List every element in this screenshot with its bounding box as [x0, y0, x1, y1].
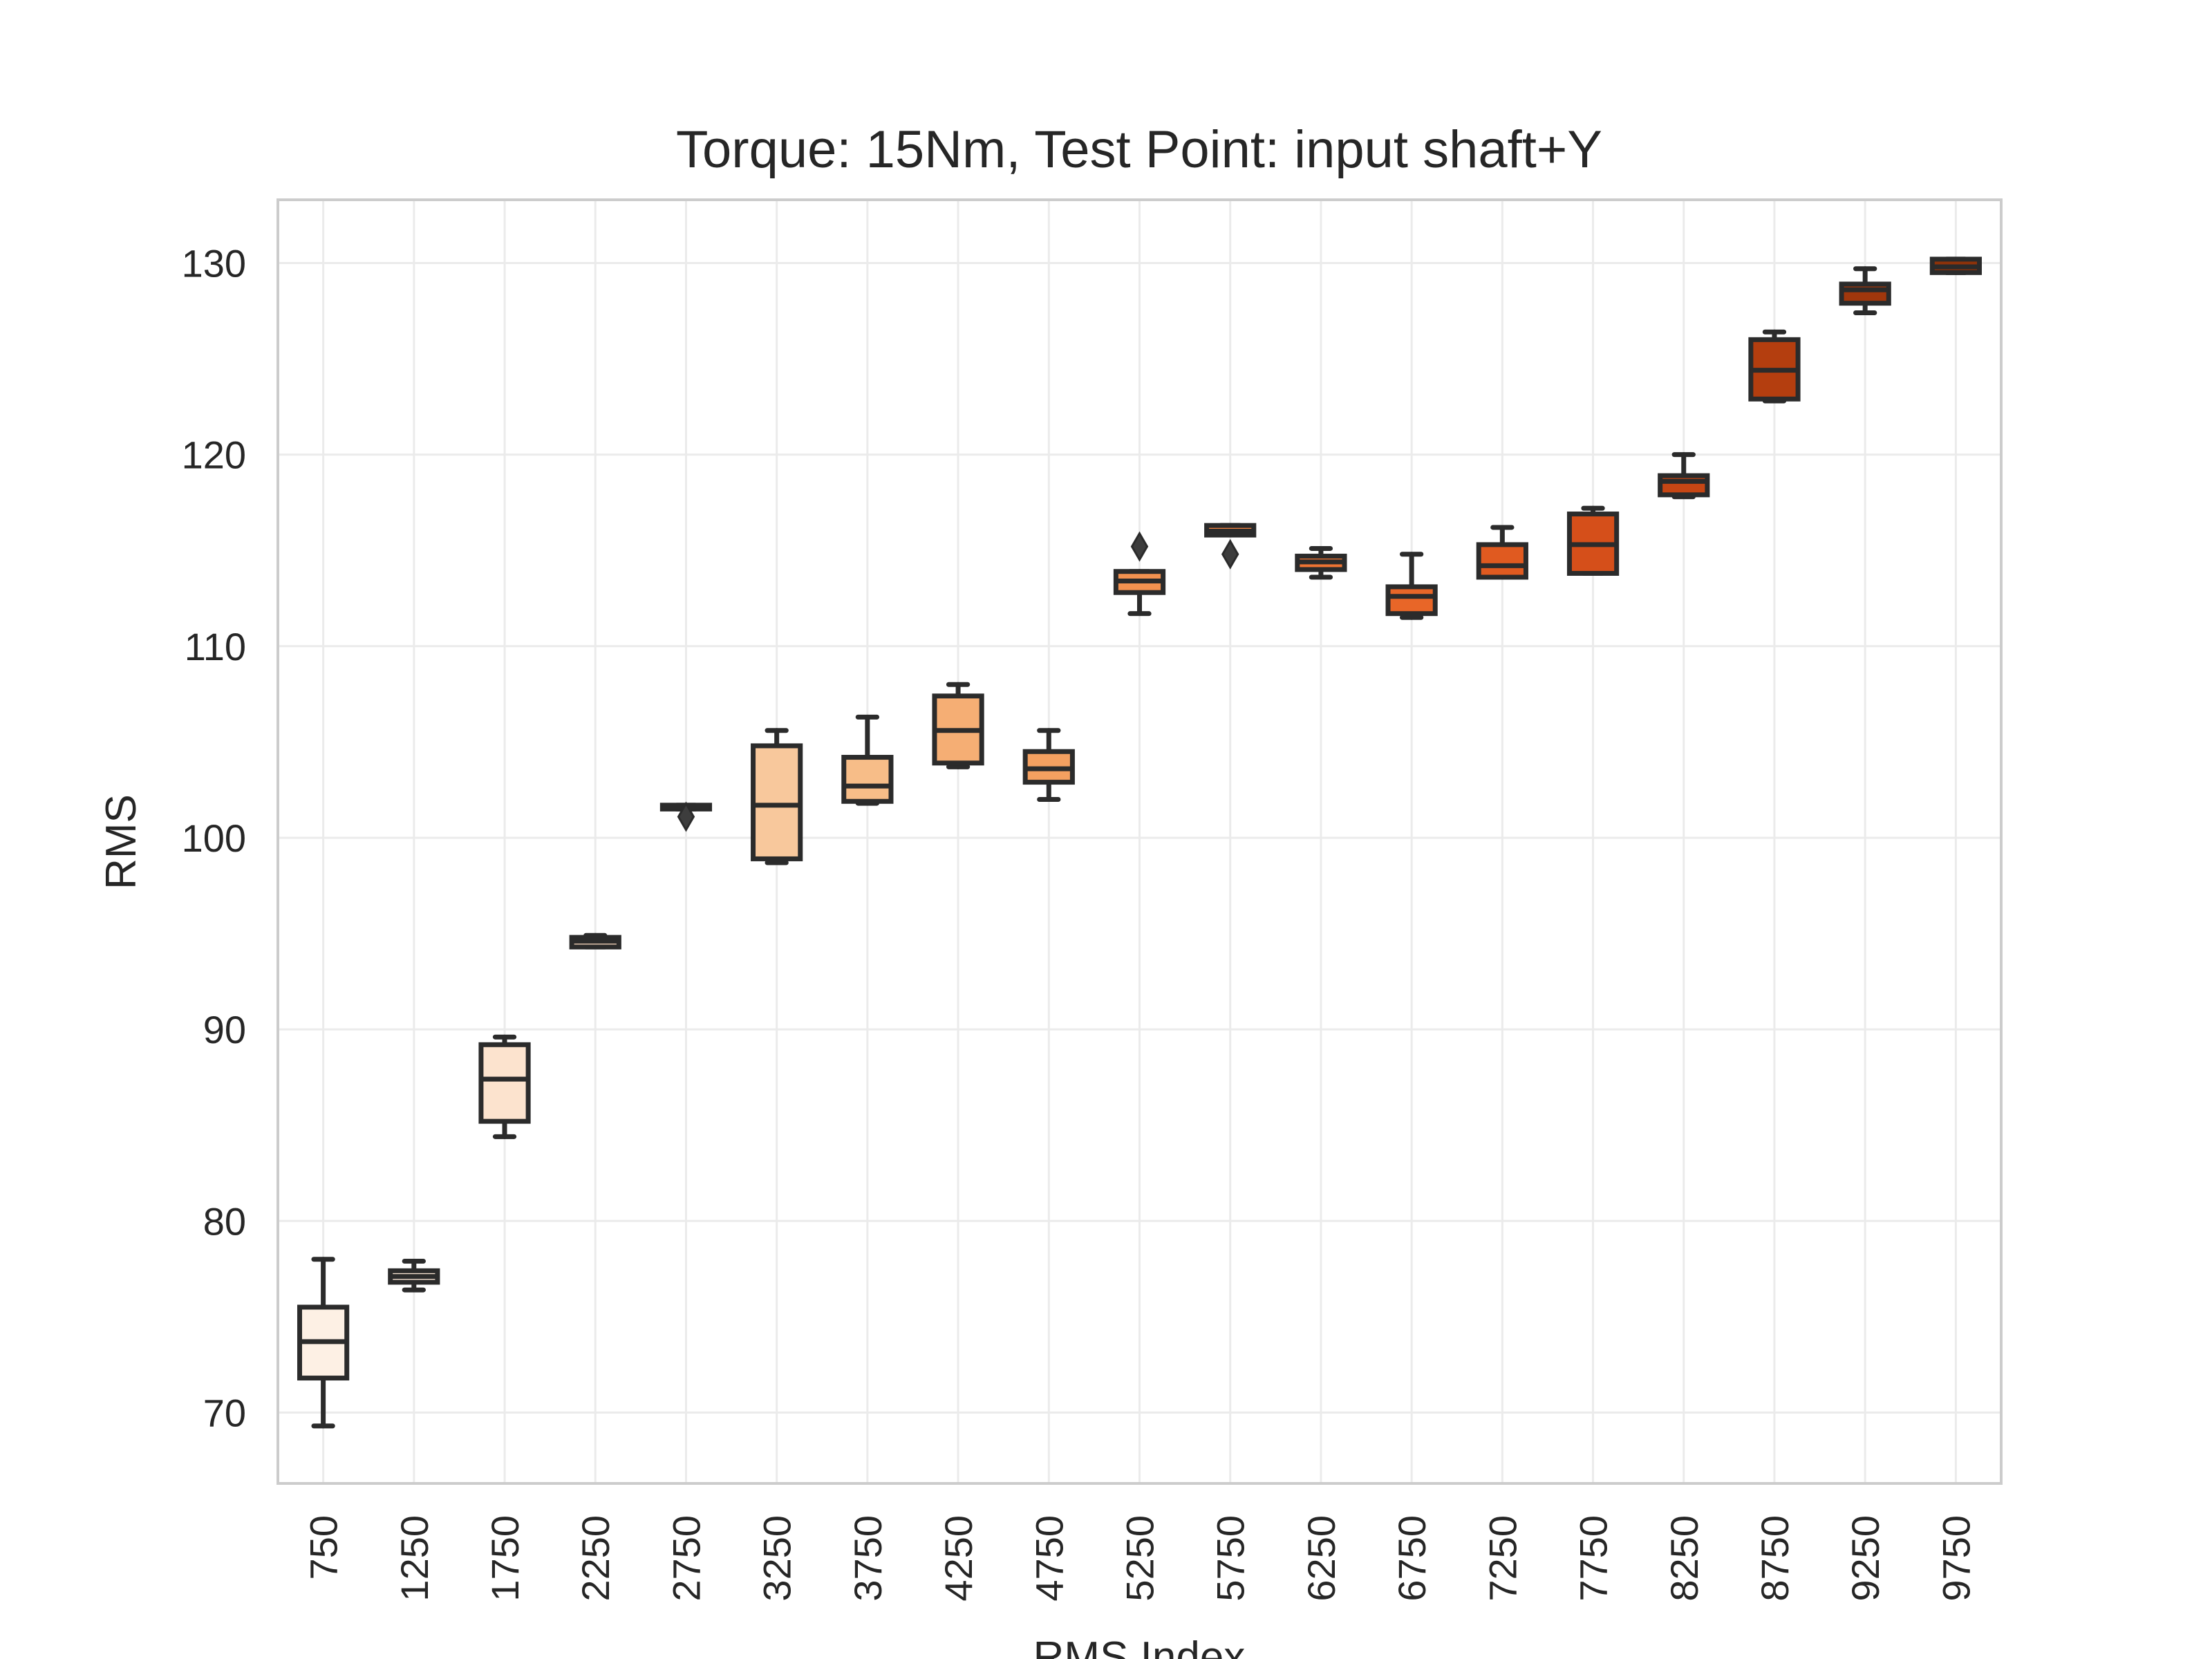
x-tick-label: 7750: [1572, 1515, 1615, 1602]
box-9250: [1839, 266, 1891, 316]
boxes-layer: [297, 256, 1983, 1429]
box-6250: [1295, 545, 1347, 580]
x-tick-label: 1750: [483, 1515, 527, 1602]
y-tick-label: 130: [182, 241, 246, 285]
box-5250: [1113, 531, 1166, 617]
iqr-box: [841, 755, 894, 804]
x-tick-label: 1250: [393, 1515, 436, 1602]
iqr-box: [478, 1042, 531, 1124]
box-7750: [1566, 505, 1620, 576]
box-8250: [1658, 452, 1710, 500]
box-1750: [478, 1034, 531, 1139]
x-tick-label: 3750: [846, 1515, 890, 1602]
x-tick-label: 5750: [1209, 1515, 1253, 1602]
x-tick-label: 4250: [937, 1515, 980, 1602]
box-8750: [1748, 329, 1801, 404]
x-axis-ticks: 750 1250 1750 2250 2750 3250 3750 4250 4750 5250 5…: [302, 1515, 1978, 1602]
box-6750: [1385, 552, 1438, 620]
x-tick-label: 2750: [664, 1515, 708, 1602]
box-3750: [841, 714, 894, 806]
chart-title: Torque: 15Nm, Test Point: input shaft+Y: [676, 120, 1602, 179]
iqr-box: [1476, 542, 1528, 580]
box-1250: [388, 1258, 440, 1293]
x-tick-label: 8750: [1753, 1515, 1797, 1602]
x-tick-label: 3250: [756, 1515, 799, 1602]
plot-area-frame: [276, 198, 2003, 1485]
y-axis-ticks: 70 80 90 100 110 120 130: [182, 241, 246, 1434]
x-tick-label: 6750: [1390, 1515, 1434, 1602]
box-3250: [751, 728, 803, 865]
y-tick-label: 100: [182, 816, 246, 860]
x-tick-label: 9750: [1934, 1515, 1978, 1602]
y-tick-label: 110: [185, 625, 246, 668]
outlier-marker: [677, 801, 695, 832]
x-tick-label: 750: [302, 1515, 346, 1580]
box-750: [297, 1257, 350, 1429]
x-tick-label: 8250: [1662, 1515, 1706, 1602]
x-tick-label: 4750: [1027, 1515, 1071, 1602]
iqr-box: [1658, 473, 1710, 498]
box-5750: [1204, 523, 1257, 570]
box-4750: [1022, 728, 1075, 803]
x-tick-label: 7250: [1481, 1515, 1524, 1602]
x-tick-label: 9250: [1844, 1515, 1887, 1602]
x-tick-label: 6250: [1300, 1515, 1343, 1602]
y-tick-label: 120: [182, 433, 246, 477]
box-2250: [569, 932, 621, 950]
outlier-marker: [1130, 531, 1149, 562]
y-axis-label: RMS: [97, 794, 145, 890]
iqr-box: [1385, 584, 1438, 617]
outlier-marker: [1221, 538, 1239, 570]
box-4250: [932, 682, 984, 769]
iqr-box: [1839, 281, 1891, 306]
iqr-box: [751, 743, 803, 861]
y-tick-label: 80: [203, 1199, 246, 1243]
box-2750: [659, 801, 713, 832]
x-tick-label: 2250: [574, 1515, 617, 1602]
y-tick-label: 90: [203, 1008, 246, 1051]
box-7250: [1476, 525, 1528, 580]
y-tick-label: 70: [203, 1391, 246, 1434]
x-axis-label: RMS Index: [1033, 1633, 1246, 1659]
box-9750: [1929, 256, 1983, 275]
x-tick-label: 5250: [1118, 1515, 1162, 1602]
